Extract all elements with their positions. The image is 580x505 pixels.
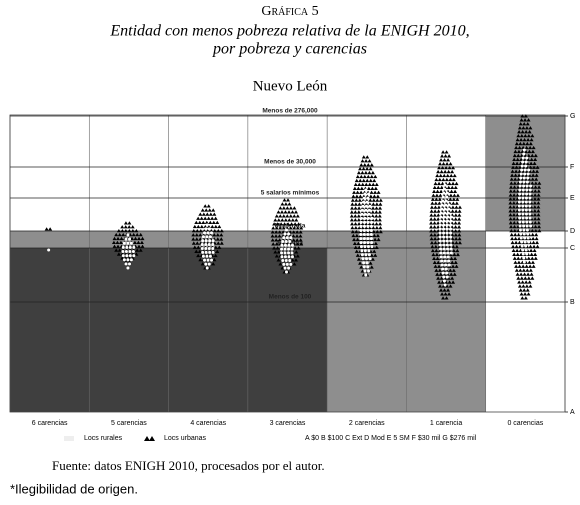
y-tick-label: G — [570, 113, 575, 120]
y-tick-label: E — [570, 195, 575, 202]
y-tick-label: B — [570, 299, 575, 306]
band — [406, 231, 486, 412]
x-tick-label: 4 carencias — [190, 420, 226, 427]
band — [10, 248, 90, 412]
rural-points — [280, 228, 294, 274]
y-tick-label: A — [570, 409, 575, 416]
panel-title: Nuevo León — [253, 78, 328, 94]
x-tick-label: 0 carencias — [507, 420, 543, 427]
reference-label: 5 salarios mínimos — [261, 190, 320, 197]
reference-label: Moderada — [275, 223, 306, 230]
reference-label: Menos de 100 — [269, 294, 312, 301]
urban-points — [429, 150, 462, 300]
chart-title: Entidad con menos pobreza relativa de la… — [109, 23, 469, 40]
rural-points — [517, 148, 533, 264]
legend-marker — [144, 436, 155, 441]
legend-marker — [64, 436, 74, 441]
y-tick-label: F — [570, 164, 574, 171]
reference-label: Menos de 30,000 — [264, 159, 316, 166]
rural-points — [121, 233, 136, 270]
legend-key: A $0 B $100 C Ext D Mod E 5 SM F $30 mil… — [305, 435, 477, 442]
band — [89, 248, 169, 412]
band — [10, 231, 90, 248]
plot-frame — [9, 114, 566, 413]
band — [168, 248, 248, 412]
rural-points — [47, 248, 51, 252]
source: Fuente: datos ENIGH 2010, procesados por… — [52, 458, 325, 473]
figure-label: Gráfica 5 — [261, 4, 318, 19]
band — [247, 231, 328, 248]
legend-label: Locs urbanas — [164, 435, 207, 442]
rural-points — [359, 188, 374, 277]
urban-points — [44, 227, 53, 231]
band — [327, 231, 407, 412]
urban-points — [508, 114, 542, 300]
urban-points — [270, 198, 304, 274]
chart-subtitle: por pobreza y carencias — [212, 41, 367, 58]
note: *Ilegibilidad de origen. — [10, 481, 138, 496]
rural-points — [438, 183, 453, 287]
x-tick-label: 3 carencias — [270, 420, 306, 427]
urban-points — [349, 155, 383, 277]
y-tick-label: C — [570, 245, 575, 252]
x-tick-label: 2 carencias — [349, 420, 385, 427]
x-tick-label: 6 carencias — [32, 420, 68, 427]
y-tick-label: D — [570, 228, 575, 235]
legend-label: Locs rurales — [84, 435, 123, 442]
x-tick-label: 1 carencia — [430, 420, 462, 427]
reference-label: Menos de 276,000 — [262, 108, 318, 115]
rural-points — [200, 223, 215, 270]
x-tick-label: 5 carencias — [111, 420, 147, 427]
band — [247, 248, 328, 412]
